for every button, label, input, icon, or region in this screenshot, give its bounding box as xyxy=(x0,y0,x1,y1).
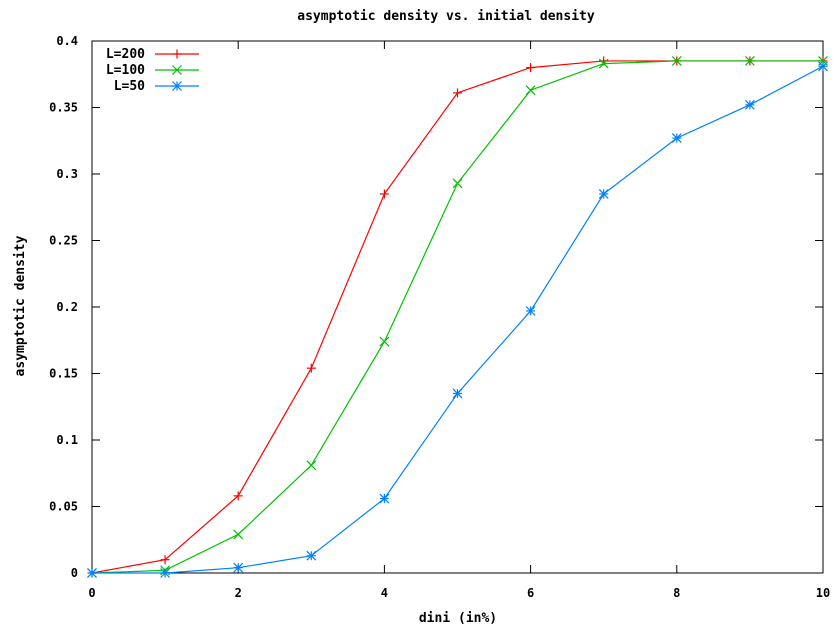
y-tick-label: 0.15 xyxy=(49,367,78,381)
legend-marker xyxy=(172,49,182,59)
y-tick-label: 0.3 xyxy=(56,167,78,181)
chart-title: asymptotic density vs. initial density xyxy=(297,9,595,24)
y-tick-label: 0.25 xyxy=(49,234,78,248)
legend-marker xyxy=(172,65,182,75)
legend-item-2: L=50 xyxy=(114,79,199,94)
data-point-marker xyxy=(744,56,755,66)
x-tick-label: 6 xyxy=(527,586,534,600)
data-point-marker xyxy=(452,178,463,189)
data-point-marker xyxy=(233,562,244,573)
marker-cross-diagonal-b xyxy=(306,460,317,471)
data-point-marker xyxy=(379,189,389,199)
data-point-marker xyxy=(379,493,390,504)
data-point-marker xyxy=(306,550,317,561)
data-point-marker xyxy=(233,529,244,540)
y-tick-label: 0.05 xyxy=(49,500,78,514)
y-tick-label: 0.4 xyxy=(56,34,78,48)
data-point-marker xyxy=(160,555,170,565)
series-0 xyxy=(87,56,828,578)
marker-star-diagonal-b xyxy=(525,306,536,316)
data-point-marker xyxy=(598,189,609,199)
marker-star-diagonal-b xyxy=(160,568,171,578)
data-point-marker xyxy=(306,460,317,471)
data-point-marker xyxy=(818,61,828,72)
data-point-marker xyxy=(744,99,755,110)
marker-star-diagonal-b xyxy=(598,189,609,199)
marker-cross-diagonal-b xyxy=(598,58,609,69)
legend-label: L=200 xyxy=(106,47,145,62)
legend-label: L=100 xyxy=(106,63,145,78)
y-tick-label: 0.1 xyxy=(56,433,78,447)
marker-cross-diagonal-b xyxy=(525,85,536,96)
legend-item-1: L=100 xyxy=(106,63,199,78)
x-axis-label: dini (in%) xyxy=(419,611,497,626)
marker-star-diagonal-b xyxy=(87,568,97,578)
legend-item-0: L=200 xyxy=(106,47,199,62)
marker-star-diagonal-b xyxy=(818,61,828,72)
marker-star-diagonal-b xyxy=(671,133,682,144)
marker-cross-diagonal-b xyxy=(379,336,390,347)
marker-star-diagonal-b xyxy=(172,81,182,91)
data-point-marker xyxy=(452,388,463,399)
x-tick-label: 10 xyxy=(816,586,830,600)
data-point-marker xyxy=(526,63,536,73)
x-tick-label: 8 xyxy=(673,586,680,600)
series-line xyxy=(92,65,824,574)
axis-ticks: 0 2 4 6 8 10 0 0.05 0.1 0.15 0.2 0.25 0.3 0.35 0.4 xyxy=(49,34,830,600)
marker-star-diagonal-b xyxy=(452,388,463,399)
marker-cross-diagonal-b xyxy=(172,65,182,75)
data-point-marker xyxy=(453,88,462,98)
plot-frame xyxy=(91,40,824,574)
series-lines xyxy=(87,56,828,578)
data-point-marker xyxy=(233,491,243,501)
x-tick-label: 0 xyxy=(88,586,95,600)
legend-label: L=50 xyxy=(114,79,145,94)
x-tick-label: 2 xyxy=(235,586,242,600)
legend-marker xyxy=(172,81,182,91)
data-point-marker xyxy=(379,336,390,347)
data-point-marker xyxy=(306,363,316,373)
series-2 xyxy=(87,61,828,578)
marker-star-diagonal-b xyxy=(306,550,317,561)
data-point-marker xyxy=(598,58,609,69)
marker-star-diagonal-b xyxy=(379,493,390,504)
series-1 xyxy=(87,56,828,578)
marker-cross-diagonal-b xyxy=(452,178,463,189)
marker-cross-diagonal-b xyxy=(233,529,244,540)
series-line xyxy=(91,60,823,574)
data-point-marker xyxy=(87,568,97,578)
marker-star-diagonal-b xyxy=(744,99,755,110)
y-tick-label: 0.2 xyxy=(56,300,78,314)
plot-border xyxy=(91,40,824,574)
y-axis-label: asymptotic density xyxy=(13,235,28,376)
marker-star-diagonal-b xyxy=(233,562,244,573)
data-point-marker xyxy=(160,568,171,578)
data-point-marker xyxy=(525,306,536,316)
data-point-marker xyxy=(671,133,682,144)
marker-cross-diagonal-b xyxy=(671,56,682,66)
marker-cross-diagonal-b xyxy=(744,56,755,66)
y-tick-label: 0 xyxy=(71,566,78,580)
series-line xyxy=(91,60,823,574)
data-point-marker xyxy=(671,56,682,66)
y-tick-label: 0.35 xyxy=(49,101,78,115)
x-tick-label: 4 xyxy=(381,586,388,600)
data-point-marker xyxy=(525,85,536,96)
